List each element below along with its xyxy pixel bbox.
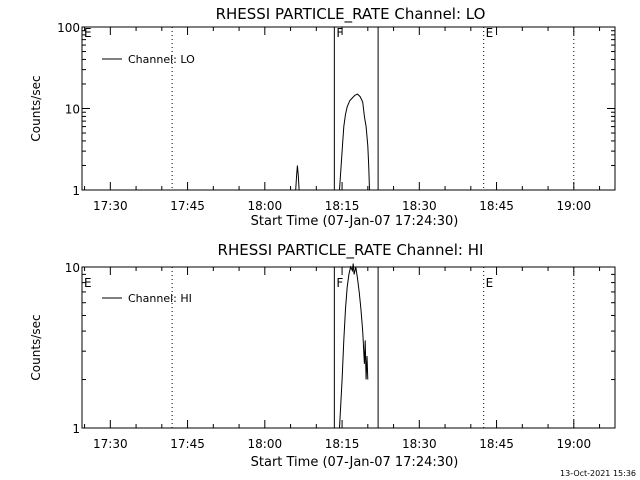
axis-frame [81, 26, 616, 191]
hi-channel-panel: RHESSI PARTICLE_RATE Channel: HI Counts/s… [29, 241, 616, 470]
x-tick-label: 18:30 [402, 199, 437, 213]
x-tick-label: 17:30 [93, 199, 128, 213]
y-tick-label: 10 [65, 103, 80, 117]
x-tick-label: 18:00 [248, 199, 283, 213]
axis-frame [81, 266, 616, 429]
x-tick-label: 18:30 [402, 437, 437, 451]
chart-title: RHESSI PARTICLE_RATE Channel: HI [218, 241, 484, 260]
x-tick-label: 18:00 [248, 437, 283, 451]
series-line [339, 263, 369, 429]
y-axis-label: Counts/sec [29, 75, 43, 141]
x-tick-label: 18:15 [325, 199, 360, 213]
legend-label: Channel: LO [128, 53, 195, 66]
y-tick-label: 100 [57, 21, 80, 35]
footer-timestamp: 13-Oct-2021 15:36 [560, 469, 636, 478]
series-line [295, 93, 370, 191]
x-tick-label: 19:00 [557, 437, 592, 451]
chart-title: RHESSI PARTICLE_RATE Channel: LO [216, 5, 486, 24]
y-axis-label: Counts/sec [29, 314, 43, 380]
x-tick-label: 18:45 [479, 199, 514, 213]
y-tick-label: 1 [72, 184, 80, 198]
x-axis-label: Start Time (07-Jan-07 17:24:30) [251, 214, 459, 229]
flag-annotation: E [486, 276, 494, 290]
flag-annotation: E [84, 26, 92, 40]
y-tick-label: 1 [72, 422, 80, 436]
x-axis-label: Start Time (07-Jan-07 17:24:30) [251, 455, 459, 470]
y-tick-label: 10 [65, 261, 80, 275]
x-tick-label: 17:45 [170, 199, 205, 213]
x-tick-label: 18:15 [325, 437, 360, 451]
flag-annotation: E [486, 26, 494, 40]
flag-annotation: F [336, 26, 343, 40]
x-tick-label: 17:45 [170, 437, 205, 451]
lo-channel-panel: RHESSI PARTICLE_RATE Channel: LO Counts/s… [29, 5, 616, 229]
legend-label: Channel: HI [128, 292, 192, 305]
x-tick-label: 18:45 [479, 437, 514, 451]
x-tick-label: 17:30 [93, 437, 128, 451]
flag-annotation: E [84, 276, 92, 290]
x-tick-label: 19:00 [557, 199, 592, 213]
flag-annotation: F [336, 276, 343, 290]
